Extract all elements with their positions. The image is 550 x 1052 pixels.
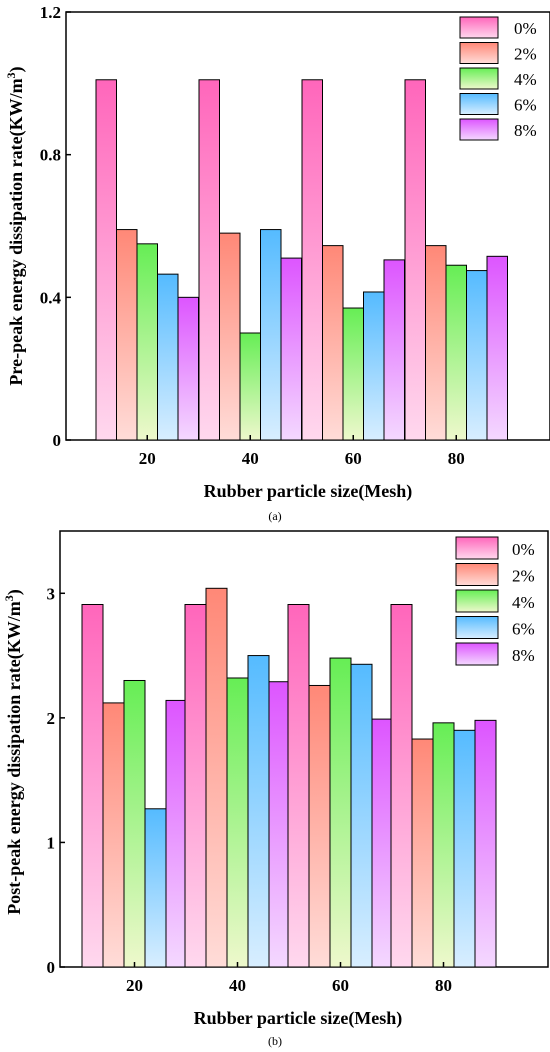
legend-swatch	[455, 563, 499, 586]
y-tick-label: 0.4	[40, 288, 62, 307]
x-tick-label: 60	[332, 976, 349, 995]
legend-swatch	[459, 16, 499, 39]
y-tick-label: 0.8	[40, 146, 61, 165]
legend-swatch	[455, 616, 499, 639]
bar-b-80-2pct	[411, 738, 434, 968]
bar-a-20-4pct	[136, 243, 158, 441]
chart-b-bars	[81, 587, 497, 968]
legend-label: 4%	[512, 593, 535, 612]
bar-a-60-2pct	[322, 245, 344, 441]
bar-b-40-0pct	[184, 604, 207, 968]
chart-a-bars	[95, 79, 508, 441]
bar-b-40-2pct	[205, 587, 228, 968]
y-tick-label: 1.2	[40, 3, 61, 22]
bar-b-80-8pct	[474, 719, 497, 968]
x-tick-label: 20	[126, 976, 143, 995]
legend-swatch	[459, 42, 499, 64]
bar-b-60-4pct	[329, 657, 352, 968]
legend-label: 8%	[514, 121, 537, 140]
legend-swatch	[459, 67, 499, 90]
bar-a-20-0pct	[95, 79, 117, 441]
bar-b-80-4pct	[432, 722, 455, 968]
legend-label: 0%	[514, 19, 537, 38]
y-tick-label: 0	[47, 958, 56, 977]
chart-b-panel-label: (b)	[268, 1034, 282, 1048]
bar-a-60-6pct	[363, 291, 385, 441]
bar-b-20-6pct	[144, 808, 167, 968]
bar-a-20-6pct	[157, 273, 179, 441]
chart-a-panel-label: (a)	[268, 509, 281, 523]
bar-b-60-6pct	[350, 663, 373, 968]
y-tick-label: 1	[47, 833, 56, 852]
y-tick-label: 2	[47, 709, 56, 728]
bar-b-20-2pct	[102, 702, 125, 968]
chart-a-x-axis-label: Rubber particle size(Mesh)	[204, 481, 413, 502]
legend-swatch	[459, 118, 499, 141]
legend-swatch	[455, 589, 499, 613]
legend-label: 0%	[512, 540, 535, 559]
chart-a: 0 0.4 0.8 1.2 20 40 60 80 0% 2% 4% 6% 8% Rubber pa…	[4, 3, 550, 523]
bar-b-40-4pct	[226, 677, 249, 968]
bar-b-40-8pct	[268, 681, 291, 968]
bar-b-20-8pct	[165, 699, 188, 968]
chart-b-y-ticks: 0 1 2 3	[47, 584, 65, 977]
bar-a-60-8pct	[383, 259, 405, 441]
bar-a-60-4pct	[342, 307, 364, 441]
bar-b-60-8pct	[371, 718, 394, 968]
bar-b-40-6pct	[247, 655, 270, 968]
bar-a-40-6pct	[260, 229, 282, 441]
bar-a-20-2pct	[116, 229, 138, 441]
bar-b-20-4pct	[123, 679, 146, 968]
legend-label: 6%	[514, 96, 537, 115]
legend-label: 4%	[514, 70, 537, 89]
x-tick-label: 40	[242, 449, 259, 468]
chart-b: 0 1 2 3 20 40 60 80 0% 2% 4% 6% 8% Rubber particle…	[2, 530, 549, 1048]
bar-b-20-0pct	[81, 604, 104, 968]
bar-a-40-8pct	[280, 257, 302, 441]
legend-label: 8%	[512, 646, 535, 665]
chart-a-legend: 0% 2% 4% 6% 8%	[459, 16, 537, 141]
bar-b-80-6pct	[453, 729, 476, 968]
y-tick-label: 0	[53, 431, 62, 450]
bar-a-80-4pct	[445, 264, 467, 441]
chart-a-y-axis-label: Pre-peak energy dissipation rate(KW/m3)	[4, 66, 27, 385]
bar-b-80-0pct	[390, 604, 413, 968]
legend-label: 2%	[514, 45, 537, 64]
x-tick-label: 20	[139, 449, 156, 468]
bar-a-80-6pct	[466, 270, 488, 441]
y-tick-label: 3	[47, 584, 56, 603]
chart-b-y-axis-label: Post-peak energy dissipation rate(KW/m3)	[2, 589, 25, 914]
bar-a-80-2pct	[425, 245, 447, 441]
bar-a-40-0pct	[198, 79, 220, 441]
bar-a-40-4pct	[239, 332, 261, 441]
legend-swatch	[455, 536, 499, 560]
chart-b-x-ticks: 20 40 60 80	[126, 962, 452, 995]
chart-a-x-ticks: 20 40 60 80	[139, 435, 465, 468]
chart-a-y-ticks: 0 0.4 0.8 1.2	[40, 3, 71, 450]
bar-a-80-0pct	[404, 79, 426, 441]
bar-a-60-0pct	[301, 79, 323, 441]
bar-b-60-0pct	[287, 604, 310, 968]
chart-b-legend: 0% 2% 4% 6% 8%	[455, 536, 535, 666]
legend-swatch	[455, 642, 499, 666]
x-tick-label: 60	[345, 449, 362, 468]
x-tick-label: 80	[448, 449, 465, 468]
legend-label: 2%	[512, 567, 535, 586]
chart-b-x-axis-label: Rubber particle size(Mesh)	[194, 1008, 403, 1029]
legend-swatch	[459, 93, 499, 115]
bar-a-40-2pct	[219, 232, 241, 441]
bar-a-80-8pct	[486, 255, 508, 441]
bar-b-60-2pct	[308, 684, 331, 968]
x-tick-label: 40	[229, 976, 246, 995]
x-tick-label: 80	[435, 976, 452, 995]
legend-label: 6%	[512, 620, 535, 639]
bar-a-20-8pct	[177, 296, 199, 441]
